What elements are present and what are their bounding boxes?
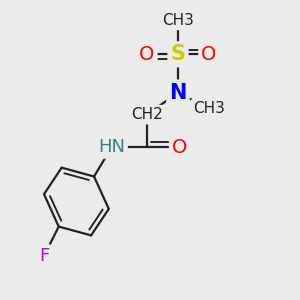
- Text: F: F: [39, 247, 49, 265]
- Text: S: S: [170, 44, 185, 64]
- Text: CH3: CH3: [193, 101, 225, 116]
- Text: O: O: [140, 45, 155, 64]
- Text: HN: HN: [98, 138, 125, 156]
- Text: CH2: CH2: [131, 107, 163, 122]
- Text: O: O: [201, 45, 217, 64]
- Text: O: O: [172, 138, 187, 157]
- Text: N: N: [169, 82, 187, 103]
- Text: CH3: CH3: [162, 13, 194, 28]
